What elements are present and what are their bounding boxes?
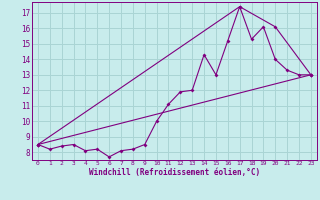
X-axis label: Windchill (Refroidissement éolien,°C): Windchill (Refroidissement éolien,°C) (89, 168, 260, 177)
